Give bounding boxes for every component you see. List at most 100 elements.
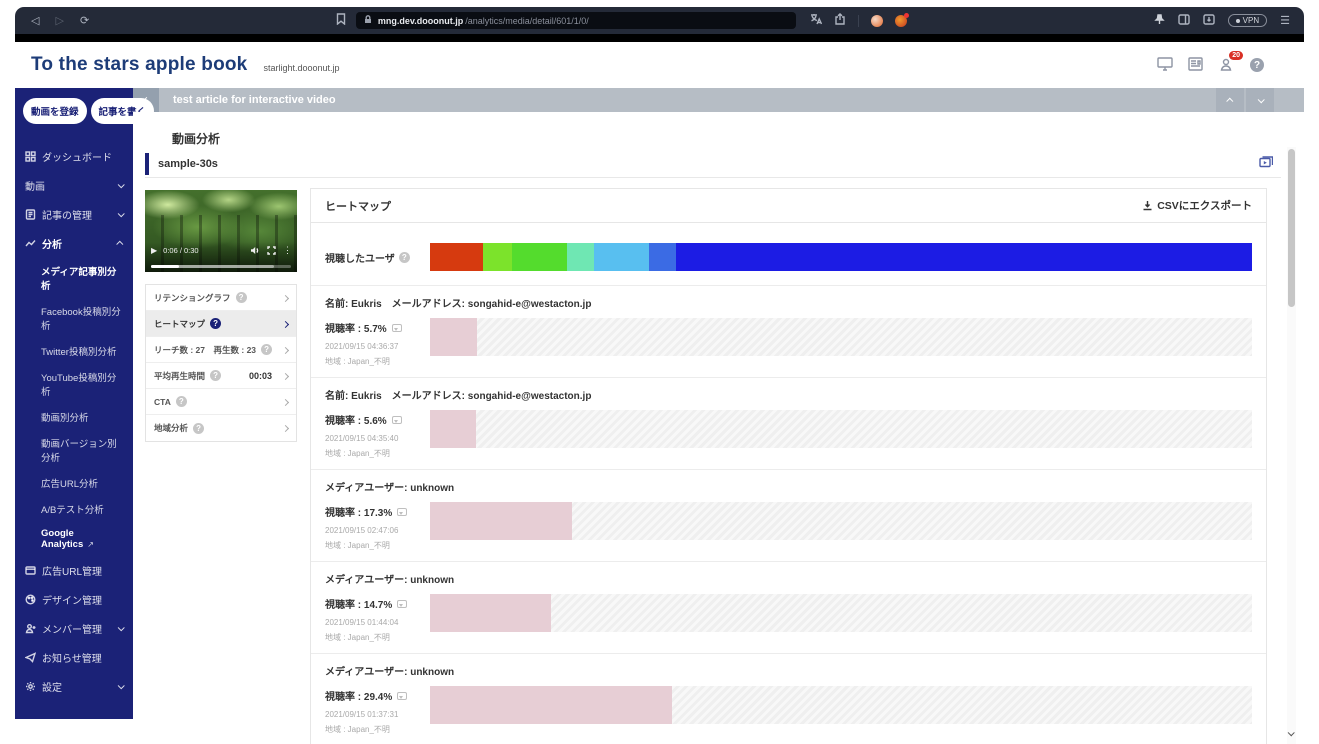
lock-icon: [364, 15, 372, 26]
article-prev-button[interactable]: [1216, 88, 1244, 112]
pin-extension-icon[interactable]: [1153, 13, 1165, 28]
tool-region-analysis[interactable]: 地域分析 ?: [146, 415, 296, 441]
members-icon: [25, 623, 36, 634]
sidebar-item-label: 広告URL管理: [42, 567, 103, 578]
sidebar-item-articles[interactable]: 記事の管理: [23, 200, 125, 229]
vpn-badge[interactable]: VPN: [1227, 14, 1268, 27]
app-header: To the stars apple book starlight.dooonu…: [15, 42, 1304, 88]
sidebar-item-dashboard[interactable]: ダッシュボード: [23, 142, 125, 171]
viewers-section: 視聴したユーザ ?: [311, 223, 1266, 285]
design-icon: [25, 594, 36, 605]
comment-icon[interactable]: [391, 415, 402, 424]
sidebar-item-notice-manage[interactable]: お知らせ管理: [23, 643, 125, 672]
downloads-icon[interactable]: [1202, 13, 1215, 28]
comment-icon[interactable]: [391, 323, 402, 332]
tool-label: リーチ数 : 27 再生数 : 23: [154, 344, 257, 355]
scrollbar-down-arrow[interactable]: [1287, 723, 1295, 741]
viewer-identity: 名前: Eukris メールアドレス: songahid-e@westacton…: [325, 391, 592, 402]
external-link-icon: ↗: [87, 540, 94, 549]
time-display: 0:06 / 0:30: [163, 246, 199, 255]
help-icon[interactable]: ?: [210, 318, 222, 329]
bookmark-icon[interactable]: [336, 13, 346, 28]
tool-heatmap[interactable]: ヒートマップ ?: [146, 311, 296, 337]
help-icon[interactable]: ?: [398, 251, 410, 263]
media-icon[interactable]: [1259, 155, 1274, 173]
scrollbar-thumb[interactable]: [1288, 149, 1295, 307]
sidebar-subitem-ad-url-analytics[interactable]: 広告URL分析: [41, 479, 99, 490]
rate-bar-fill: [430, 410, 477, 448]
comment-icon[interactable]: [397, 599, 408, 608]
sidebar-item-videos[interactable]: 動画: [23, 171, 125, 200]
sidebar-item-label: 記事の管理: [42, 211, 92, 222]
play-button[interactable]: ▶: [151, 246, 158, 255]
browser-reload-button[interactable]: ⟳: [79, 15, 90, 27]
rate-bar-fill: [430, 502, 573, 540]
kebab-menu-icon[interactable]: ⋮: [283, 245, 292, 255]
help-icon[interactable]: ?: [1250, 58, 1264, 72]
fullscreen-icon[interactable]: [267, 246, 276, 255]
progress-buffered: [151, 265, 275, 268]
sidebar-subitem-youtube-analytics[interactable]: YouTube投稿別分析: [41, 373, 117, 398]
heatmap-title: ヒートマップ: [325, 200, 391, 213]
page-scrollbar[interactable]: [1287, 147, 1296, 744]
sidebar-subitem-twitter-analytics[interactable]: Twitter投稿別分析: [41, 347, 117, 358]
csv-export-button[interactable]: CSVにエクスポート: [1142, 198, 1252, 213]
translate-icon[interactable]: [810, 13, 823, 28]
chevron-right-icon: [281, 397, 290, 407]
video-player[interactable]: ▶ 0:06 / 0:30 ⋮: [145, 190, 297, 272]
help-icon[interactable]: ?: [261, 344, 273, 355]
sidebar-item-label: 分析: [42, 240, 62, 251]
help-icon[interactable]: ?: [210, 370, 222, 381]
sidebar-item-analytics[interactable]: 分析: [23, 229, 125, 258]
share-icon[interactable]: [834, 13, 846, 28]
rate-bar-fill: [430, 318, 477, 356]
sidebar-subitem-ab-test-analytics[interactable]: A/Bテスト分析: [41, 505, 104, 516]
browser-back-button[interactable]: ◁: [31, 15, 40, 27]
article-bar: test article for interactive video: [133, 88, 1304, 112]
comment-icon[interactable]: [397, 507, 408, 516]
viewer-row: メディアユーザー: unknown 視聴率 : 14.7% 2021/09/15…: [311, 561, 1266, 653]
tool-reach-plays[interactable]: リーチ数 : 27 再生数 : 23 ?: [146, 337, 296, 363]
accent-bar: [145, 152, 149, 175]
volume-icon[interactable]: [250, 246, 260, 255]
extension-icon-1[interactable]: [870, 14, 883, 27]
help-icon[interactable]: ?: [193, 422, 205, 434]
tool-cta[interactable]: CTA ?: [146, 389, 296, 415]
sidebar-subitem-video-version-analytics[interactable]: 動画バージョン別分析: [41, 439, 117, 464]
url-bar[interactable]: mng.dev.dooonut.jp /analytics/media/deta…: [355, 12, 796, 29]
browser-menu-icon[interactable]: ☰: [1280, 15, 1290, 27]
browser-forward-button[interactable]: ▷: [55, 15, 64, 27]
help-icon[interactable]: ?: [235, 292, 247, 303]
viewer-row: メディアユーザー: unknown 視聴率 : 17.3% 2021/09/15…: [311, 469, 1266, 561]
extension-icon-2[interactable]: [894, 12, 909, 27]
notifications-icon[interactable]: 20: [1219, 51, 1243, 73]
section-title: 動画分析: [172, 132, 221, 146]
tool-retention-graph[interactable]: リテンショングラフ ?: [146, 285, 296, 311]
progress-bar[interactable]: [151, 265, 291, 268]
article-icon: [25, 209, 36, 220]
sidebar-item-ad-url-manage[interactable]: 広告URL管理: [23, 556, 125, 585]
sidebar-subitem-facebook-analytics[interactable]: Facebook投稿別分析: [41, 307, 121, 332]
chevron-right-icon: [281, 423, 290, 433]
article-next-button[interactable]: [1246, 88, 1274, 112]
browser-window: ◁ ▷ ⟳ mng.dev.dooonut.jp /analytics/medi…: [15, 7, 1304, 744]
sidebar: 動画を登録 記事を書く ダッシュボード 動画 記事の管理: [15, 88, 155, 719]
sidebar-item-settings[interactable]: 設定: [23, 672, 125, 701]
monitor-icon[interactable]: [1157, 57, 1173, 73]
sidebar-item-label: デザイン管理: [42, 596, 102, 607]
view-timestamp: 2021/09/15 01:44:04: [325, 618, 399, 627]
sidebar-subitem-google-analytics[interactable]: Google Analytics ↗: [23, 522, 125, 556]
sidebar-subitem-video-analytics[interactable]: 動画別分析: [41, 413, 89, 424]
sidebar-item-member-manage[interactable]: メンバー管理: [23, 614, 125, 643]
news-icon[interactable]: [1188, 57, 1204, 73]
rate-bar: [430, 502, 1252, 540]
comment-icon[interactable]: [397, 691, 408, 700]
viewer-identity: メディアユーザー: unknown: [325, 667, 455, 678]
sidepanel-icon[interactable]: [1177, 13, 1190, 28]
tool-average-play-time[interactable]: 平均再生時間 ? 00:03: [146, 363, 296, 389]
viewer-identity: メディアユーザー: unknown: [325, 575, 455, 586]
sidebar-item-design-manage[interactable]: デザイン管理: [23, 585, 125, 614]
sidebar-subitem-media-article-analytics[interactable]: メディア記事別分析: [41, 267, 117, 292]
help-icon[interactable]: ?: [175, 396, 187, 407]
register-video-button[interactable]: 動画を登録: [23, 98, 87, 124]
